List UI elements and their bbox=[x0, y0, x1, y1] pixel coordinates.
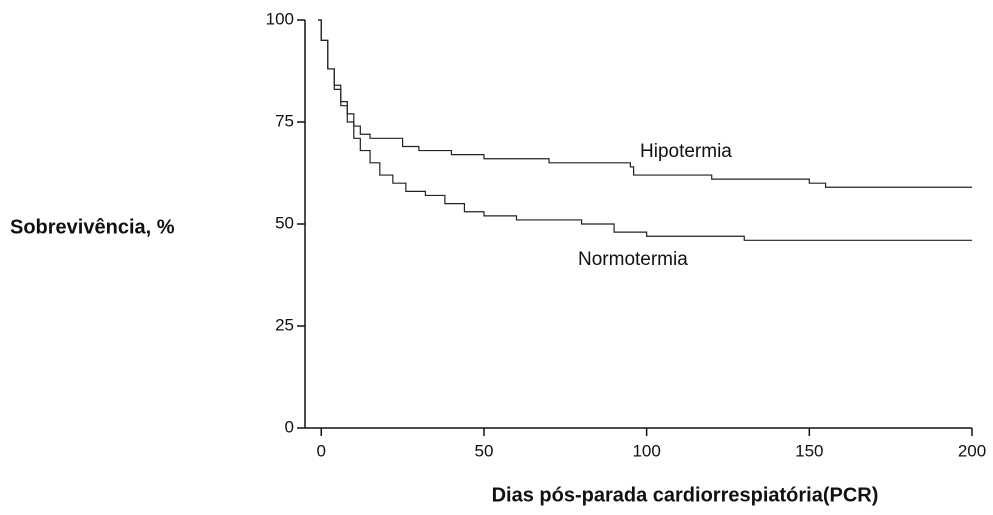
survival-line bbox=[318, 19, 972, 188]
x-tick-label: 0 bbox=[317, 441, 326, 460]
x-tick-label: 50 bbox=[474, 441, 493, 460]
series-label: Hipotermia bbox=[640, 141, 732, 162]
series-label: Normotermia bbox=[578, 249, 688, 270]
y-axis-title: Sobrevivência, % bbox=[10, 216, 175, 238]
y-tick-label: 75 bbox=[275, 111, 294, 130]
x-tick-label: 200 bbox=[958, 441, 986, 460]
x-tick-label: 150 bbox=[795, 441, 823, 460]
survival-line bbox=[318, 19, 972, 241]
y-tick-label: 0 bbox=[285, 417, 294, 436]
x-tick-label: 100 bbox=[632, 441, 660, 460]
y-tick-label: 25 bbox=[275, 315, 294, 334]
y-tick-label: 100 bbox=[266, 9, 294, 28]
x-axis-title: Dias pós-parada cardiorrespiatória(PCR) bbox=[492, 484, 879, 506]
y-tick-label: 50 bbox=[275, 213, 294, 232]
